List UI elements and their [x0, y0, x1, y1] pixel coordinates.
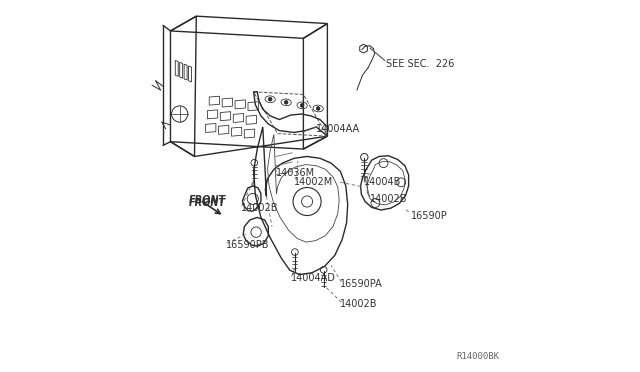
Text: 14002B: 14002B	[340, 299, 378, 309]
Text: 14002B: 14002B	[241, 203, 278, 213]
Circle shape	[300, 103, 304, 107]
Text: 14004B: 14004B	[364, 177, 402, 187]
Text: SEE SEC.  226: SEE SEC. 226	[387, 59, 455, 69]
Text: 16590P: 16590P	[410, 211, 447, 221]
Circle shape	[268, 97, 272, 101]
Text: FRONT: FRONT	[189, 195, 226, 205]
Text: 16590PA: 16590PA	[340, 279, 383, 289]
Text: 14036M: 14036M	[276, 168, 315, 178]
Text: R14000BK: R14000BK	[456, 352, 499, 361]
Text: 16590PB: 16590PB	[226, 240, 269, 250]
Text: 14002M: 14002M	[294, 177, 333, 187]
Text: 14004AD: 14004AD	[291, 273, 335, 283]
Circle shape	[316, 107, 320, 110]
Text: 14004AA: 14004AA	[316, 124, 360, 134]
Circle shape	[284, 100, 288, 104]
Text: 14002B: 14002B	[370, 194, 407, 204]
Text: FRONT: FRONT	[189, 198, 226, 208]
